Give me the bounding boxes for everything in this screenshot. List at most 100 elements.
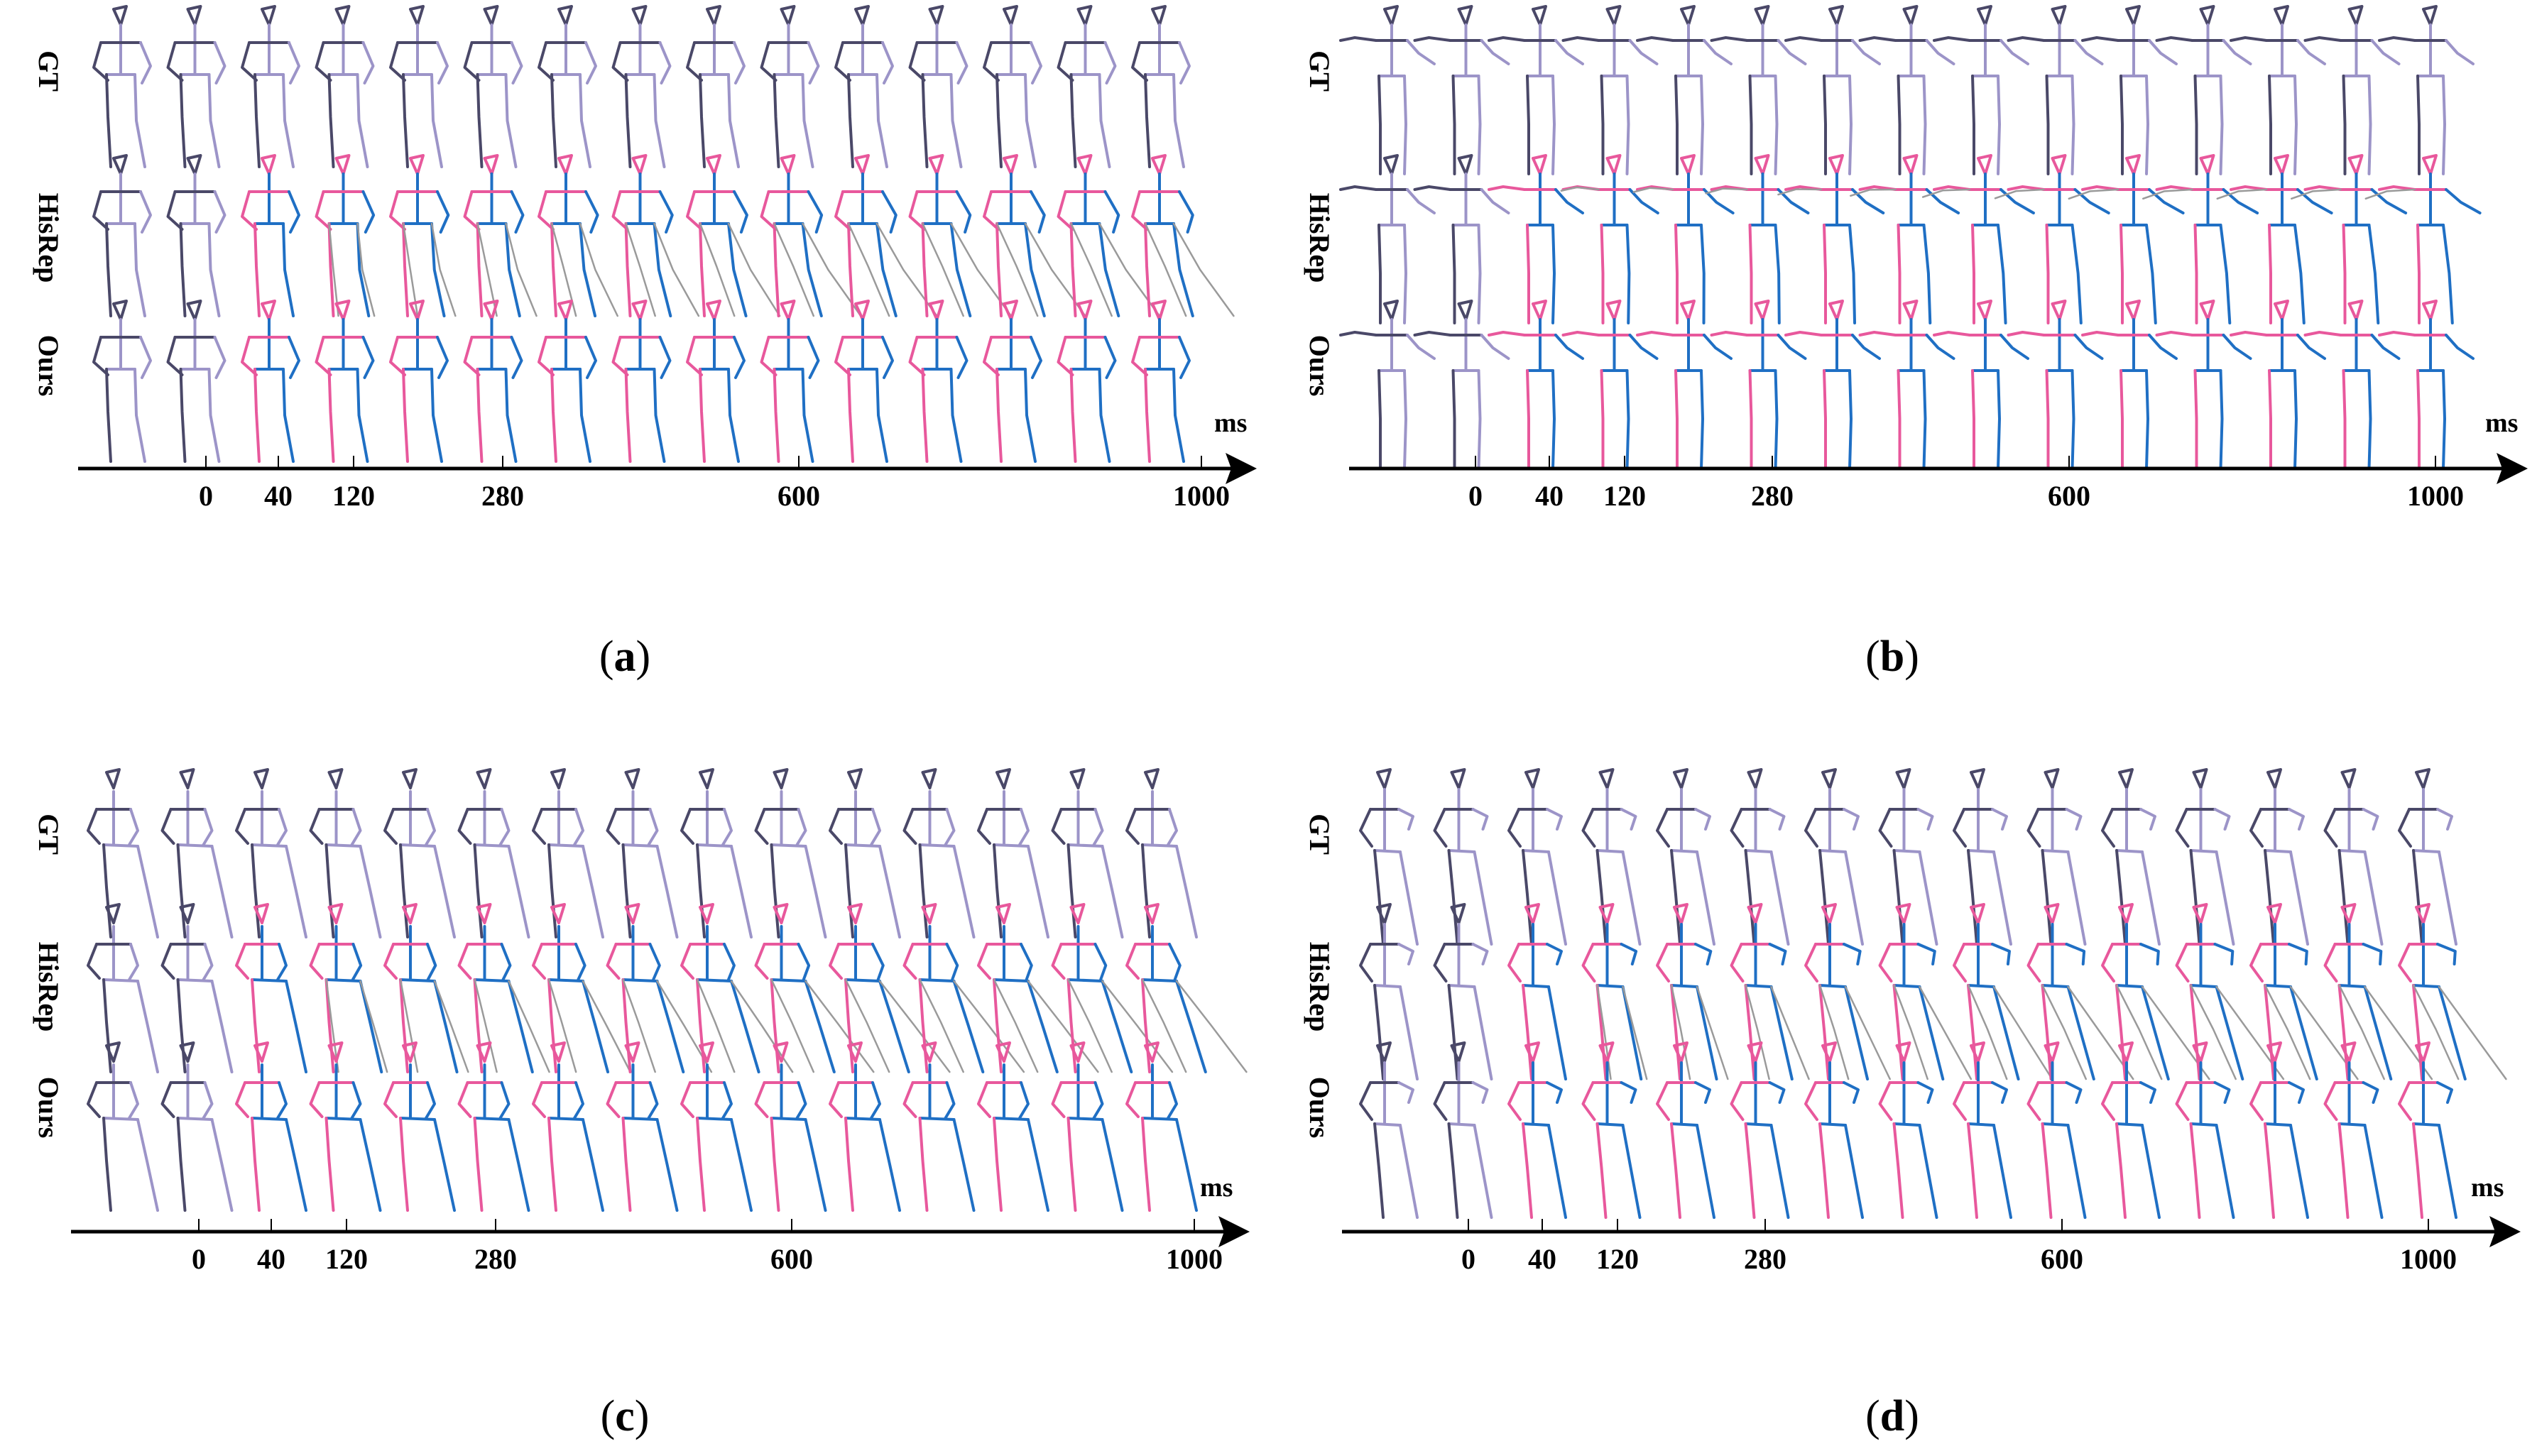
skeleton-head	[1680, 5, 1696, 26]
skeleton-frame	[92, 154, 152, 317]
skeleton-hips	[1744, 1122, 1773, 1127]
skeleton-leg-left	[2268, 75, 2272, 175]
skeleton-arm-left	[166, 336, 184, 376]
skeleton-frame	[383, 903, 469, 1073]
skeleton-arm-right	[2362, 943, 2383, 965]
skeleton-frame	[902, 1041, 976, 1212]
skeleton-arm-right	[436, 336, 449, 379]
skeleton-leg-right	[2219, 369, 2224, 470]
skeleton-leg-left	[621, 843, 632, 938]
skeleton-arm-right	[1843, 808, 1860, 831]
skeleton-frame	[383, 1041, 456, 1212]
skeleton-arm-right	[510, 336, 523, 379]
skeleton-ghost-leg	[547, 978, 577, 1073]
panel-d: GT HisRep Ours ms 0 40 120 280 600 1000 (d)	[1304, 768, 2521, 1440]
skeleton-head	[928, 300, 944, 321]
skeleton-leg-right	[727, 368, 740, 463]
skeleton-arm-right	[1471, 1081, 1489, 1104]
skeleton-arm-right	[2139, 943, 2160, 965]
skeleton-frame	[87, 1041, 159, 1212]
skeleton-frame	[1777, 154, 1885, 324]
skeleton-head	[327, 903, 344, 924]
skeleton-frame	[1359, 903, 1419, 1080]
skeleton-leg-left	[844, 978, 854, 1073]
skeleton-leg-right	[430, 368, 443, 463]
skeleton-leg-right	[1547, 1124, 1567, 1219]
skeleton-frame	[2101, 1041, 2161, 1219]
skeleton-arm-left	[606, 943, 621, 980]
skeleton-hips	[621, 1117, 659, 1121]
skeleton-head	[2192, 1041, 2208, 1063]
skeleton-leg-right	[136, 1118, 159, 1212]
tick-label-120: 120	[332, 480, 375, 512]
skeleton-ghost-leg	[2338, 984, 2385, 1080]
skeleton-frame	[309, 1041, 382, 1212]
skeleton-leg-left	[2268, 369, 2272, 470]
skeleton-hips	[1447, 849, 1476, 853]
skeleton-leg-right	[1769, 1124, 1790, 1219]
skeleton-frame	[829, 1041, 901, 1212]
skeleton-hips	[844, 978, 881, 982]
skeleton-frame	[1581, 768, 1642, 946]
skeleton-leg-left	[402, 368, 409, 463]
skeleton-arm-left	[160, 1081, 175, 1118]
skeleton-ghost-arm	[1777, 188, 1823, 196]
skeleton-head	[261, 300, 276, 321]
skeleton-leg-left	[176, 843, 187, 938]
skeleton-leg-right	[2219, 75, 2224, 175]
skeleton-head	[2347, 300, 2364, 321]
tick-label-40: 40	[1528, 1243, 1556, 1275]
skeleton-leg-right	[285, 1118, 307, 1212]
skeleton-arm-left	[1488, 36, 1526, 42]
skeleton-leg-right	[653, 73, 666, 168]
skeleton-head	[2125, 154, 2141, 175]
skeleton-head	[550, 903, 566, 924]
skeleton-leg-right	[878, 845, 901, 938]
skeleton-hips	[1141, 1117, 1178, 1121]
skeleton-head	[2422, 300, 2438, 321]
skeleton-leg-right	[727, 73, 740, 168]
skeleton-arm-right	[2370, 39, 2401, 65]
skeleton-arm-left	[1878, 943, 1893, 982]
skeleton-arm-left	[1581, 1081, 1596, 1121]
skeleton-leg-left	[2412, 984, 2423, 1080]
skeleton-arm-right	[807, 41, 820, 84]
skeleton-arm-right	[1916, 943, 1936, 965]
skeleton-ghost-leg	[1172, 222, 1235, 317]
skeleton-hips	[1595, 849, 1625, 853]
skeleton-arm-right	[658, 41, 672, 84]
skeleton-leg-left	[476, 222, 484, 317]
skeleton-frame	[1994, 154, 2110, 324]
skeleton-arm-left	[2249, 1081, 2264, 1121]
skeleton-head	[847, 903, 863, 924]
skeleton-hips	[102, 1117, 139, 1121]
skeleton-arm-left	[1933, 331, 1971, 336]
tick-label-120: 120	[325, 1243, 368, 1275]
tick-label-0: 0	[192, 1243, 206, 1275]
skeleton-arm-right	[2073, 39, 2104, 65]
skeleton-ghost-leg	[550, 222, 577, 317]
skeleton-leg-right	[804, 1118, 827, 1212]
skeleton-leg-left	[399, 1117, 409, 1212]
skeleton-leg-right	[2141, 850, 2161, 946]
skeleton-leg-right	[285, 845, 307, 938]
skeleton-frame	[457, 1041, 530, 1212]
skeleton-leg-left	[253, 368, 261, 463]
skeleton-leg-left	[1451, 224, 1456, 324]
skeleton-arm-left	[383, 943, 398, 980]
skeleton-arm-left	[2155, 185, 2194, 191]
tick-label-280: 280	[474, 1243, 517, 1275]
skeleton-ghost-arm	[2068, 188, 2119, 200]
skeleton-arm-left	[2323, 808, 2338, 848]
skeleton-head	[261, 5, 276, 26]
skeleton-ghost-leg	[653, 222, 700, 317]
skeleton-arm-right	[2213, 808, 2231, 831]
skeleton-frame	[241, 5, 300, 168]
skeleton-ghost-leg	[359, 980, 388, 1073]
caption-letter: a	[614, 633, 636, 681]
skeleton-arm-left	[538, 336, 555, 376]
row-label-ours: Ours	[1304, 1077, 1336, 1139]
skeleton-arm-left	[389, 41, 406, 82]
skeleton-head	[550, 768, 566, 789]
skeleton-arm-left	[2155, 36, 2194, 42]
